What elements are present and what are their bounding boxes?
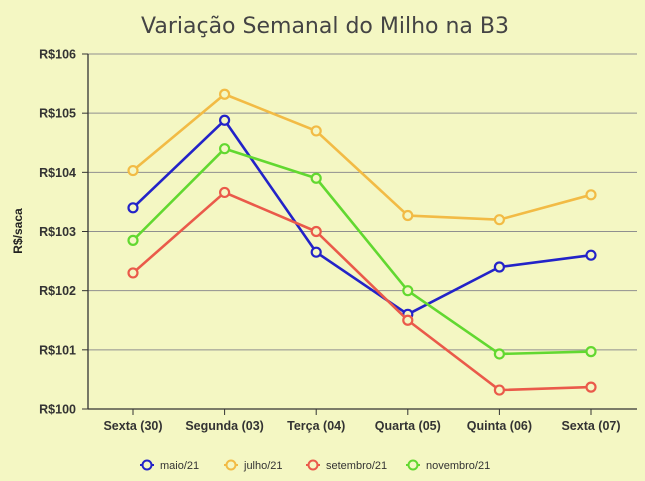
legend-label: julho/21 <box>243 460 283 472</box>
y-tick-label: R$105 <box>39 107 76 121</box>
data-point <box>585 346 597 358</box>
series-line <box>132 92 592 221</box>
data-point <box>585 381 597 393</box>
x-tick-label: Quarta (05) <box>375 419 441 433</box>
data-point <box>493 384 505 396</box>
data-point <box>127 267 139 279</box>
x-tick-label: Terça (04) <box>287 419 345 433</box>
y-tick-label: R$104 <box>39 166 76 180</box>
data-point <box>493 261 505 273</box>
series-line <box>132 191 592 392</box>
x-tick-label: Sexta (07) <box>561 419 620 433</box>
data-point <box>127 234 139 246</box>
data-point <box>310 246 322 258</box>
data-point <box>493 348 505 360</box>
data-point <box>127 164 139 177</box>
data-point <box>402 285 414 297</box>
legend-marker-swatch <box>225 459 237 471</box>
data-point <box>219 143 231 155</box>
y-tick-label: R$102 <box>39 284 76 298</box>
y-axis-label: R$/saca <box>11 208 25 254</box>
y-axis-ticks: R$100 R$101 R$102 R$103 R$104 R$105 R$106 <box>39 48 76 417</box>
legend-item: novembro/21 <box>406 459 490 472</box>
data-point <box>402 314 414 326</box>
series-lines <box>127 88 597 396</box>
axes <box>82 53 637 415</box>
legend-marker-swatch <box>141 459 153 471</box>
data-point <box>219 88 231 100</box>
data-point <box>219 114 231 126</box>
x-tick-label: Quinta (06) <box>467 419 532 433</box>
series-novembro-21 <box>127 143 597 360</box>
x-tick-label: Segunda (03) <box>185 419 264 433</box>
data-point <box>493 214 505 226</box>
series-maio-21 <box>127 114 597 320</box>
series-julho-21 <box>127 88 597 226</box>
series-line <box>132 118 592 316</box>
legend-marker-swatch <box>407 459 419 471</box>
y-tick-label: R$101 <box>39 343 76 357</box>
legend-marker-swatch <box>307 459 319 471</box>
legend-label: maio/21 <box>160 460 199 472</box>
series-line <box>132 147 592 356</box>
legend-label: setembro/21 <box>326 460 387 472</box>
data-point <box>219 186 231 199</box>
y-tick-label: R$100 <box>39 403 76 417</box>
data-point <box>310 225 322 238</box>
legend-item: maio/21 <box>140 459 199 472</box>
data-point <box>402 209 414 222</box>
legend: maio/21 julho/21 setembro/21 novembro/21 <box>140 459 490 472</box>
y-tick-label: R$106 <box>39 48 76 62</box>
legend-item: setembro/21 <box>306 459 387 472</box>
x-tick-label: Sexta (30) <box>103 419 162 433</box>
y-tick-label: R$103 <box>39 225 76 239</box>
data-point <box>310 172 322 184</box>
series-setembro-21 <box>127 186 597 396</box>
data-point <box>310 125 322 137</box>
data-point <box>585 249 597 261</box>
legend-item: julho/21 <box>224 459 283 472</box>
chart-title: Variação Semanal do Milho na B3 <box>141 14 509 39</box>
legend-label: novembro/21 <box>426 460 490 472</box>
data-point <box>585 189 597 201</box>
data-point <box>127 202 139 214</box>
x-axis-ticks: Sexta (30) Segunda (03) Terça (04) Quarta (… <box>103 419 620 433</box>
